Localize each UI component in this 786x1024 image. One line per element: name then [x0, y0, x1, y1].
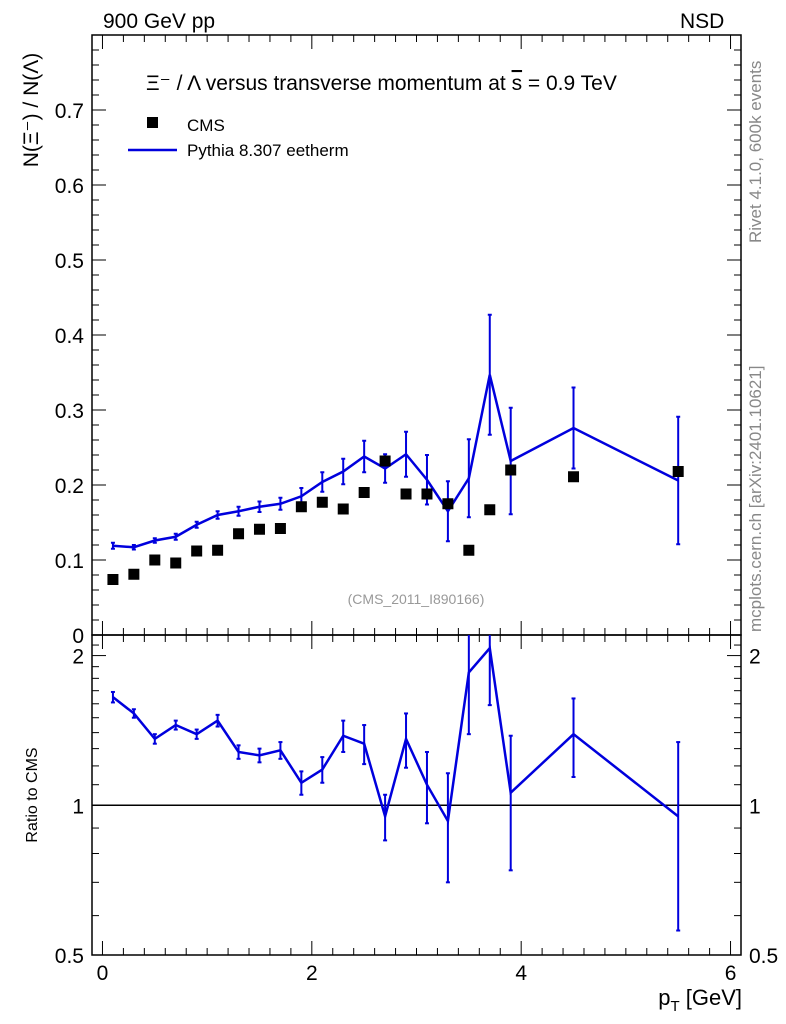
cms-data-point: [672, 466, 684, 477]
ratio-y-tick-label: 1: [72, 795, 84, 818]
y-tick-label: 0.1: [55, 550, 84, 573]
cms-data-point: [295, 501, 307, 513]
x-tick-label: 6: [725, 962, 737, 985]
header-right: NSD: [680, 10, 725, 33]
cms-data-point: [421, 488, 433, 500]
y-tick-label: 0.2: [55, 475, 84, 498]
x-tick-label: 4: [515, 962, 527, 985]
y-tick-label: 0.6: [55, 175, 84, 198]
cms-data-point: [505, 464, 517, 476]
legend-label-pythia: Pythia 8.307 eetherm: [187, 141, 349, 160]
cms-data-point: [568, 471, 580, 483]
cms-data-point: [253, 523, 265, 535]
cms-data-point: [379, 455, 391, 467]
ratio-y-tick-label-right: 2: [749, 646, 761, 669]
ratio-y-tick-label-right: 0.5: [749, 945, 778, 968]
cms-data-point: [274, 523, 286, 534]
y-tick-label: 0.7: [55, 100, 84, 123]
cms-data-point: [484, 504, 496, 516]
cms-data-point: [316, 496, 328, 508]
cms-data-point: [170, 557, 182, 569]
x-tick-label: 2: [306, 962, 318, 985]
cms-data-point: [128, 568, 140, 580]
chart-title: Ξ⁻ / Λ versus transverse momentum at s =…: [146, 72, 617, 95]
y-tick-label: 0.5: [55, 250, 84, 273]
y-tick-label: 0.3: [55, 400, 84, 423]
y-tick-label: 0.4: [55, 325, 85, 348]
ratio-panel-frame: [91, 634, 742, 956]
ratio-y-tick-label: 2: [72, 646, 84, 669]
cms-data-point: [337, 503, 349, 515]
legend-marker-cms: [147, 117, 158, 128]
pythia-line: [112, 374, 679, 549]
cms-data-point: [233, 528, 245, 540]
ratio-line: [112, 645, 679, 825]
y-tick-label: 0: [72, 625, 84, 648]
ratio-y-tick-label: 0.5: [55, 945, 84, 968]
legend-label-cms: CMS: [187, 116, 225, 135]
cms-data-point: [212, 544, 224, 556]
cms-data-point: [400, 488, 412, 500]
ratio-plot-area: [92, 635, 741, 932]
x-tick-label: 0: [97, 962, 109, 985]
header-left: 900 GeV pp: [103, 10, 216, 33]
ratio-y-tick-label-right: 1: [749, 795, 761, 818]
analysis-watermark: (CMS_2011_I890166): [348, 591, 485, 607]
cms-data-point: [442, 498, 454, 510]
cms-data-point: [358, 487, 370, 498]
cms-data-point: [107, 574, 119, 585]
cms-data-point: [191, 545, 203, 557]
cms-data-point: [463, 544, 475, 556]
x-axis-label: pT [GeV]: [658, 985, 742, 1015]
ratio-y-axis-label: Ratio to CMS: [24, 747, 41, 842]
y-axis-label: N(Ξ⁻) / N(Λ): [20, 53, 43, 168]
cms-data-point: [149, 554, 161, 566]
main-plot-area: [107, 313, 684, 585]
